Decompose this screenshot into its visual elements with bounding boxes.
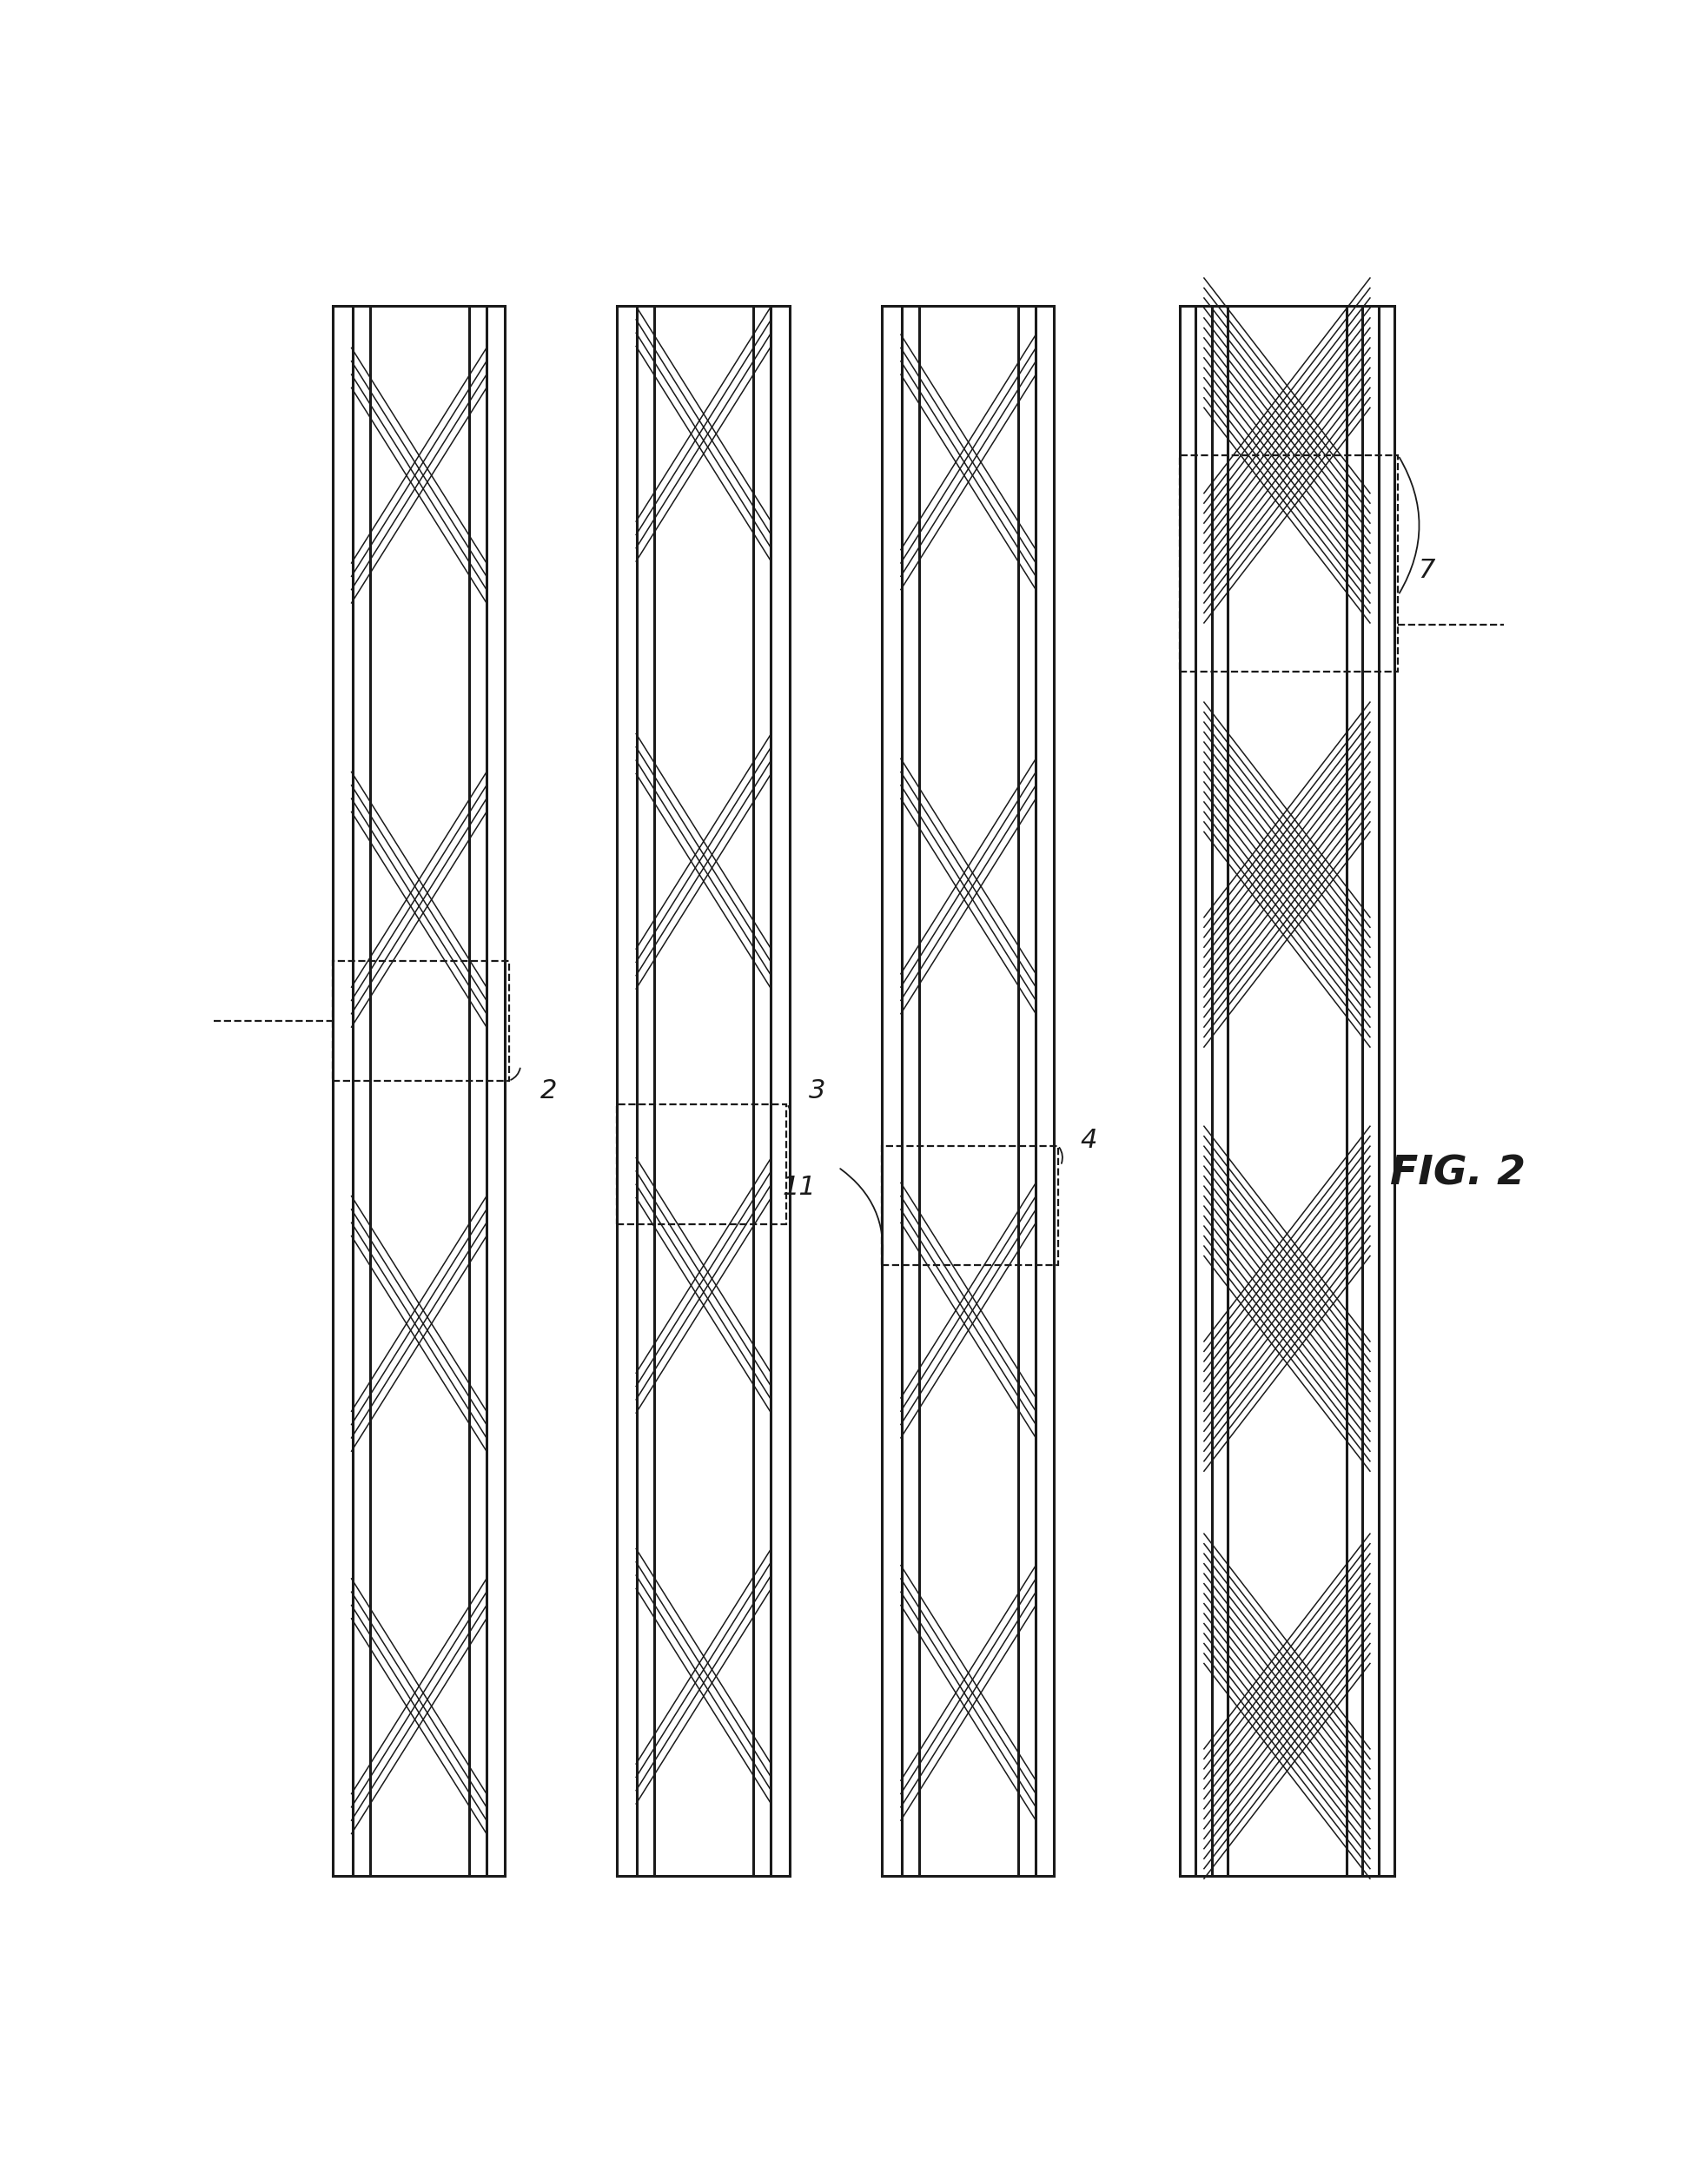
- Bar: [333, 961, 509, 1080]
- Text: 7: 7: [1418, 557, 1435, 583]
- Bar: [881, 1145, 1057, 1266]
- Text: 3: 3: [810, 1078, 827, 1104]
- Text: 2: 2: [540, 1078, 557, 1104]
- Bar: [1180, 456, 1399, 672]
- Text: 4: 4: [1081, 1128, 1097, 1153]
- Text: 11: 11: [782, 1175, 816, 1199]
- Text: FIG. 2: FIG. 2: [1390, 1153, 1525, 1194]
- Bar: [617, 1104, 787, 1225]
